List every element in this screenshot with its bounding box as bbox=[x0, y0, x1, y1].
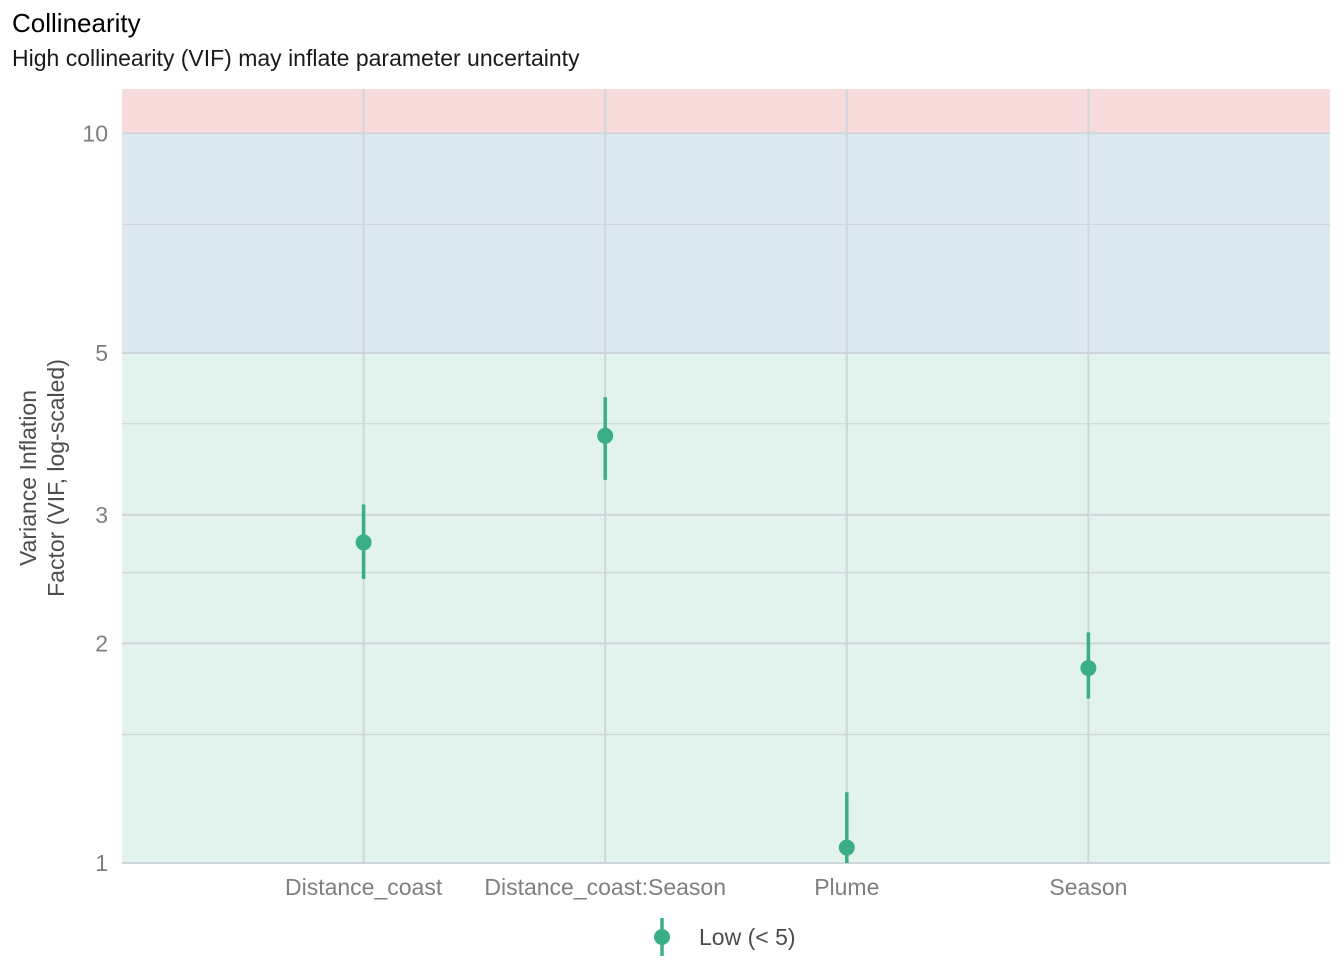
data-point-3 bbox=[1080, 660, 1097, 677]
x-tick-label-1: Distance_coast:Season bbox=[484, 874, 726, 900]
legend-key-dot bbox=[654, 929, 670, 945]
background-bands bbox=[122, 89, 1330, 863]
chart-subtitle: High collinearity (VIF) may inflate para… bbox=[12, 45, 580, 71]
x-tick-label-2: Plume bbox=[814, 874, 879, 900]
data-points bbox=[355, 397, 1097, 863]
legend: Low (< 5) bbox=[654, 918, 796, 956]
x-tick-label-0: Distance_coast bbox=[285, 874, 443, 900]
y-axis-ticks: 1 2 3 5 10 bbox=[82, 120, 108, 876]
y-tick-label-4: 10 bbox=[82, 120, 108, 146]
x-axis-ticks: Distance_coast Distance_coast:Season Plume… bbox=[285, 874, 1127, 900]
y-axis-title-line-2: Factor (VIF, log-scaled) bbox=[43, 359, 69, 597]
y-axis-title-line-1: Variance Inflation bbox=[15, 390, 41, 566]
x-tick-label-3: Season bbox=[1049, 874, 1127, 900]
y-tick-label-3: 5 bbox=[95, 340, 108, 366]
chart-title: Collinearity bbox=[12, 8, 141, 38]
data-point-2 bbox=[838, 839, 855, 856]
data-point-1 bbox=[597, 427, 614, 444]
data-point-0 bbox=[355, 534, 372, 551]
y-tick-label-2: 3 bbox=[95, 502, 108, 528]
y-tick-label-1: 2 bbox=[95, 630, 108, 656]
band-2 bbox=[122, 89, 1330, 134]
band-1 bbox=[122, 133, 1330, 353]
legend-label: Low (< 5) bbox=[699, 924, 796, 950]
y-tick-label-0: 1 bbox=[95, 850, 108, 876]
band-0 bbox=[122, 352, 1330, 863]
